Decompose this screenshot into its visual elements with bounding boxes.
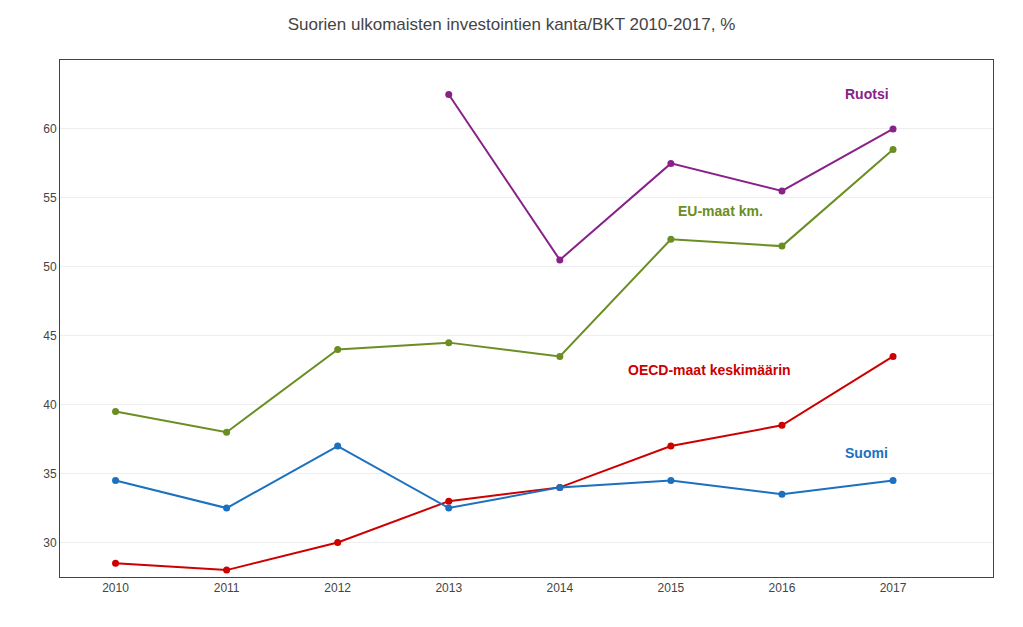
svg-text:35: 35	[43, 467, 57, 481]
svg-text:30: 30	[43, 536, 57, 550]
svg-text:2011: 2011	[214, 581, 240, 595]
svg-text:OECD-maat keskimäärin: OECD-maat keskimäärin	[628, 362, 791, 378]
svg-text:50: 50	[43, 260, 57, 274]
svg-text:2010: 2010	[102, 581, 129, 595]
svg-text:2015: 2015	[658, 581, 685, 595]
svg-text:55: 55	[43, 191, 57, 205]
svg-text:2013: 2013	[435, 581, 462, 595]
svg-text:Suorien ulkomaisten investoint: Suorien ulkomaisten investointien kanta/…	[288, 15, 736, 34]
svg-text:EU-maat km.: EU-maat km.	[678, 203, 763, 219]
svg-text:Suomi: Suomi	[845, 445, 888, 461]
svg-text:2014: 2014	[546, 581, 573, 595]
svg-text:45: 45	[43, 329, 57, 343]
svg-text:Ruotsi: Ruotsi	[845, 86, 889, 102]
svg-text:40: 40	[43, 398, 57, 412]
svg-text:2012: 2012	[324, 581, 351, 595]
svg-text:2016: 2016	[769, 581, 796, 595]
svg-text:60: 60	[43, 122, 57, 136]
svg-text:2017: 2017	[880, 581, 907, 595]
